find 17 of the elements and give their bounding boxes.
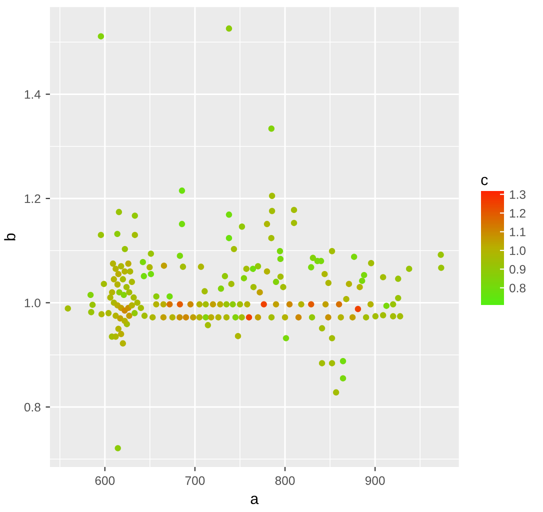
y-tick-label: 1.0	[24, 298, 40, 308]
x-tick-label: 900	[365, 476, 385, 485]
color-bar-label: 1.3	[510, 190, 526, 199]
y-tick-label: 1.4	[24, 90, 41, 99]
color-bar-label: 0.8	[510, 284, 526, 292]
x-tick-label: 600	[95, 476, 115, 485]
color-bar-label: 1.0	[510, 246, 526, 255]
color-bar-label: 1.1	[510, 228, 526, 236]
x-tick-label: 700	[185, 476, 205, 485]
y-tick-label: 1.2	[24, 194, 40, 203]
x-tick-label: 800	[275, 476, 295, 485]
color-bar-title: c	[481, 176, 488, 186]
color-bar-label: 0.9	[510, 265, 526, 274]
y-tick-label: 0.8	[24, 402, 40, 412]
y-axis-title: b	[4, 233, 16, 240]
x-axis-title: a	[250, 496, 259, 504]
color-bar-label: 1.2	[510, 208, 526, 218]
